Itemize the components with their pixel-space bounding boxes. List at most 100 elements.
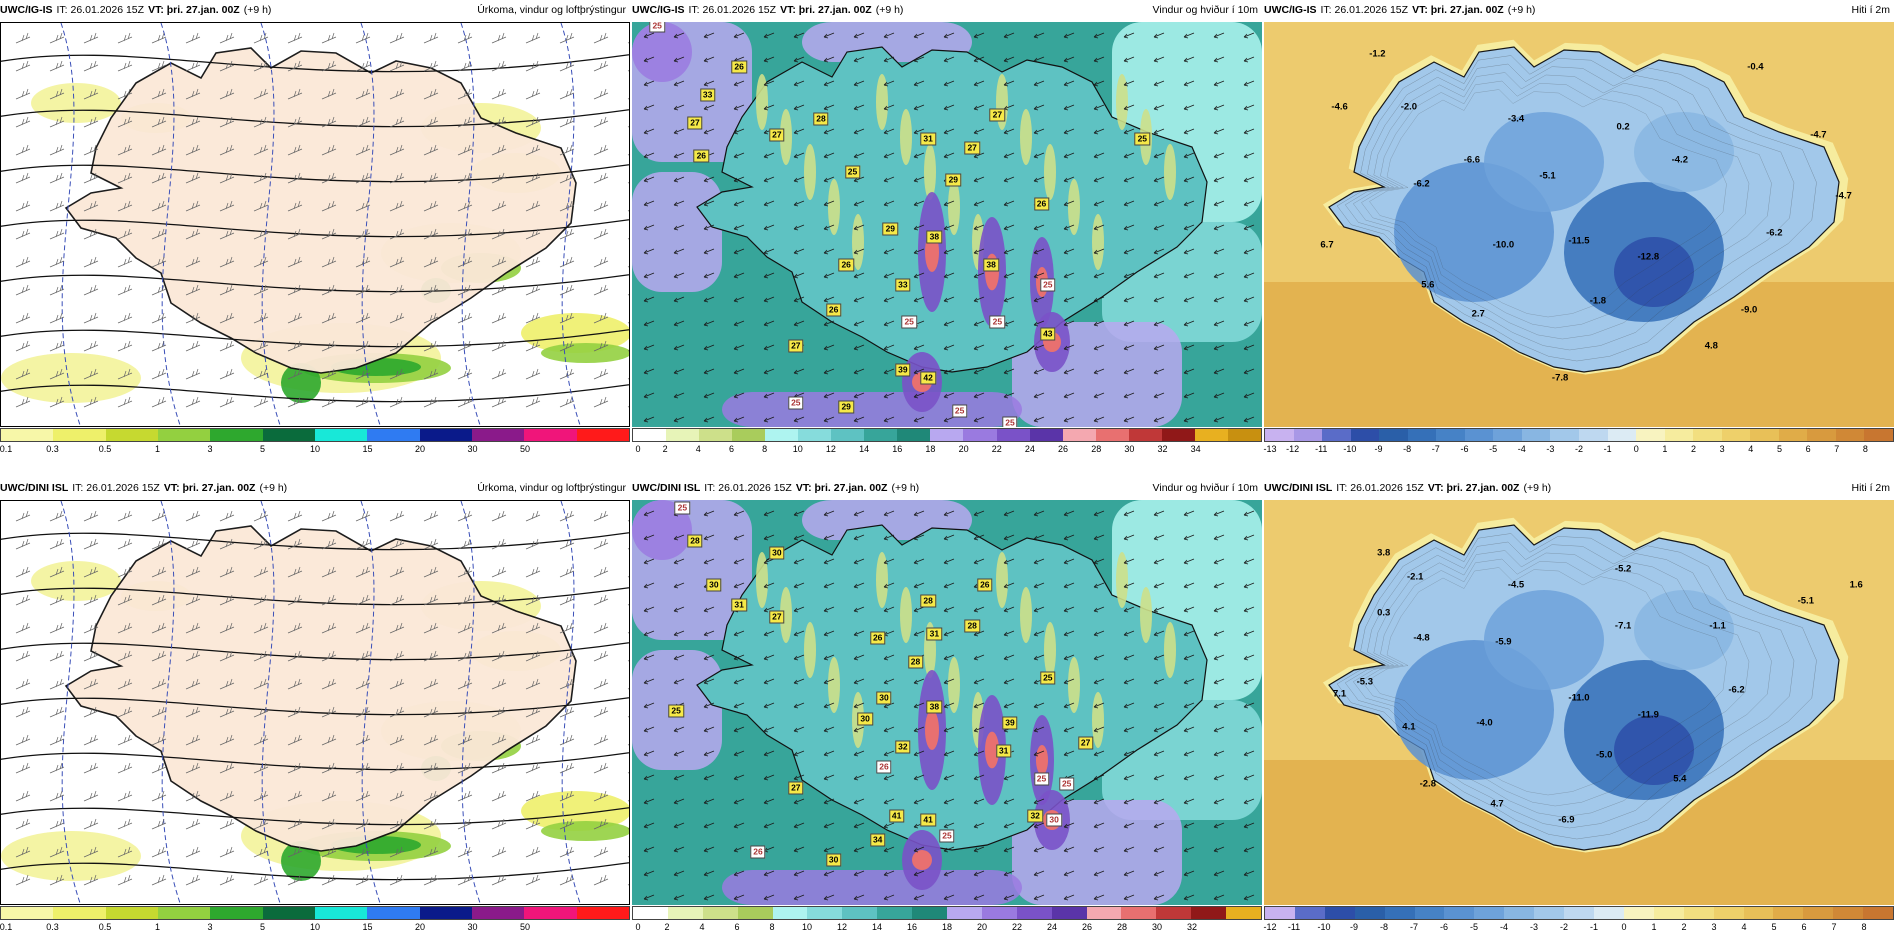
wind-barb [253, 566, 269, 578]
wind-arrow [1183, 176, 1195, 183]
wind-arrow [1093, 750, 1105, 757]
wind-arrow [1033, 392, 1045, 399]
temperature-label: -9.0 [1740, 304, 1758, 316]
wind-arrow [1093, 320, 1105, 327]
wind-barb [423, 256, 439, 268]
model-name: UWC/IG-IS [1264, 4, 1317, 16]
temperature-contour [460, 501, 481, 904]
panel-header: UWC/DINI ISL IT: 26.01.2026 15Z VT: þri. 2… [632, 478, 1262, 498]
wind-barb [355, 368, 371, 380]
wind-arrow [1093, 272, 1105, 279]
wind-arrow [673, 534, 685, 541]
map-area[interactable] [0, 500, 630, 905]
wind-barb [49, 762, 65, 774]
wind-arrow [1153, 846, 1165, 853]
wind-arrow [703, 846, 715, 853]
wind-barb [287, 790, 303, 802]
wind-barb [15, 368, 31, 380]
wind-barb [457, 284, 473, 296]
wind-arrow [1123, 846, 1135, 853]
colorbar-swatch [1750, 429, 1779, 441]
wind-barb [491, 368, 507, 380]
temperature-label: -4.7 [1810, 129, 1827, 141]
colorbar-tick-label: 15 [362, 922, 373, 932]
colorbar-tick-label: 12 [836, 922, 848, 932]
wind-arrow [973, 894, 985, 901]
colorbar-swatch [1833, 907, 1864, 919]
colorbar-tick-label: -5 [1469, 922, 1479, 932]
wind-barb [491, 650, 507, 662]
colorbar-swatch [1062, 429, 1096, 441]
wind-arrow [673, 152, 685, 159]
map-area[interactable]: 25 28 30 30 31 27 26 28 31 28 26 28 25 25 30 38 30 39 32 31… [632, 500, 1262, 905]
colorbar-swatch [157, 429, 211, 441]
colorbar-swatch [1407, 429, 1437, 441]
temperature-label: -11.5 [1568, 235, 1590, 247]
wind-barb [525, 172, 541, 184]
wind-arrow [1243, 296, 1255, 303]
map-area[interactable]: 25 26 33 28 27 27 26 31 27 27 25 29 26 25 29 38 38 26 33 26… [632, 22, 1262, 427]
colorbar [1264, 428, 1894, 442]
wind-arrow [703, 726, 715, 733]
wind-barb [423, 396, 439, 408]
wind-arrow [673, 176, 685, 183]
wind-arrow [1213, 846, 1225, 853]
colorbar-tick-label: 0.5 [98, 922, 112, 932]
wind-arrow [733, 320, 745, 327]
isotherm [1361, 558, 1750, 807]
wind-arrow [643, 152, 655, 159]
colorbar-tick-label: 26 [1058, 444, 1069, 454]
wind-arrow [1003, 582, 1015, 589]
wind-arrow [853, 56, 865, 63]
colorbar-swatch [524, 429, 577, 441]
wind-arrow [823, 822, 835, 829]
wind-arrow [823, 630, 835, 637]
wind-arrow [1153, 894, 1165, 901]
wind-arrow [823, 606, 835, 613]
wind-arrow [1153, 822, 1165, 829]
panel-dini-temp: UWC/DINI ISL IT: 26.01.2026 15Z VT: þri. 2… [1263, 478, 1894, 943]
colorbar-tick-label: 8 [762, 444, 768, 454]
gust-label: 25 [674, 501, 691, 515]
wind-arrow [703, 296, 715, 303]
map-area[interactable]: 3.8 -2.1 -5.2 1.6 -4.5 -5.1 0.3 -7.1 -1.1 -4.8 -5.… [1264, 500, 1894, 905]
wind-barb [117, 256, 133, 268]
wind-arrow [1033, 128, 1045, 135]
panel-title: Úrkoma, vindur og loftþrýstingur [477, 4, 626, 16]
wind-arrow [1153, 128, 1165, 135]
wind-arrow [1183, 344, 1195, 351]
map-area[interactable] [0, 22, 630, 427]
wind-barb [559, 396, 575, 408]
wind-arrow [1033, 344, 1045, 351]
wind-arrow [973, 870, 985, 877]
wind-arrow [1183, 846, 1195, 853]
lead-time: (+9 h) [875, 4, 904, 16]
wind-barb [49, 60, 65, 72]
wind-arrow [1063, 248, 1075, 255]
colorbar-tick-label: 0 [635, 922, 641, 932]
wind-barb [321, 172, 337, 184]
wind-barb [185, 846, 201, 858]
wind-barb [525, 594, 541, 606]
map-area[interactable]: -1.2 -0.4 -4.6 -2.0 -3.4 0.2 -4.7 -6.6 -4.2 -5.1-… [1264, 22, 1894, 427]
panel-header: UWC/IG-IS IT: 26.01.2026 15Z VT: þri. 27.j… [632, 0, 1262, 20]
wind-barb [491, 678, 507, 690]
wind-barb [219, 762, 235, 774]
wind-arrow [703, 56, 715, 63]
precip-area [31, 561, 121, 601]
wind-arrow [853, 846, 865, 853]
wind-arrow [1033, 606, 1045, 613]
wind-barb [287, 88, 303, 100]
wind-barb [15, 60, 31, 72]
wind-arrow [1063, 678, 1075, 685]
wind-arrow [1153, 582, 1165, 589]
wind-barb [253, 678, 269, 690]
colorbar-tick-label: 0.3 [46, 922, 59, 932]
cold-area [1484, 112, 1604, 212]
wind-barb [423, 566, 439, 578]
wind-arrow [1243, 846, 1255, 853]
wind-barb [491, 88, 507, 100]
wind-barb [559, 200, 575, 212]
wind-arrow [1243, 726, 1255, 733]
colorbar-swatch [1354, 907, 1385, 919]
